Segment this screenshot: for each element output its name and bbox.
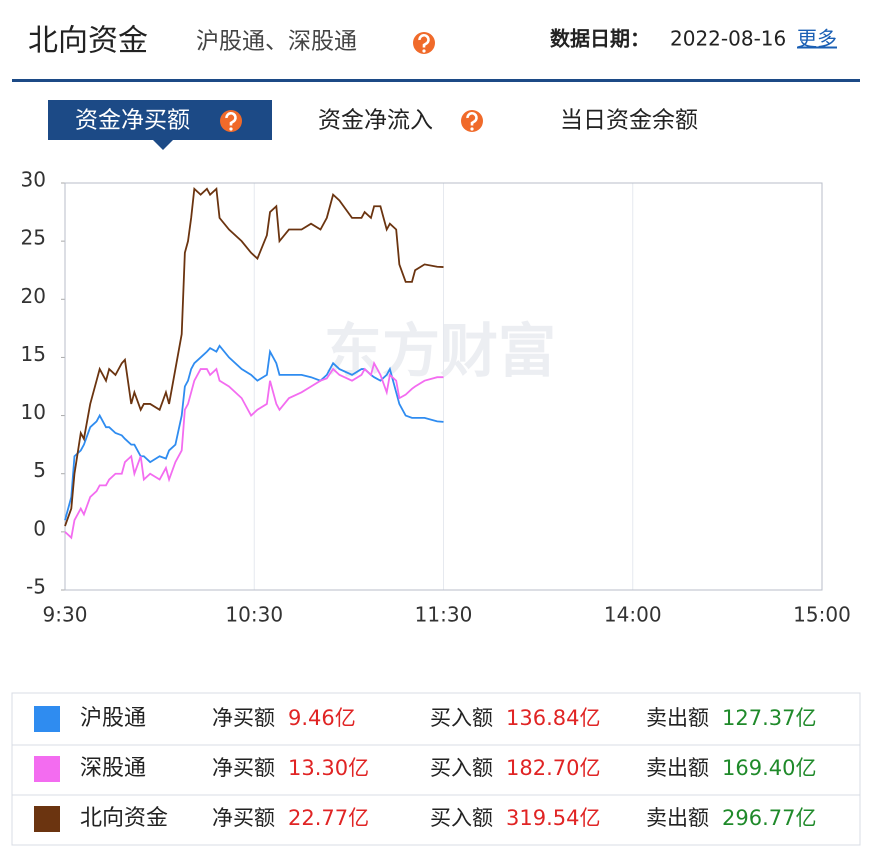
x-tick-label: 9:30 — [43, 603, 88, 627]
legend-table — [11, 692, 861, 846]
cell-value: 182.70亿 — [506, 756, 600, 780]
x-tick-label: 15:00 — [793, 603, 851, 627]
y-tick-label: 20 — [21, 284, 46, 308]
cell-value: 13.30亿 — [288, 756, 369, 780]
tab[interactable]: 资金净买额 — [75, 108, 190, 134]
y-tick-label: 30 — [21, 168, 46, 192]
date-label: 数据日期： — [550, 27, 650, 51]
x-tick-label: 10:30 — [225, 603, 283, 627]
header-rule — [12, 79, 860, 82]
legend-name: 深股通 — [80, 756, 146, 781]
legend-name: 北向资金 — [80, 806, 168, 831]
y-tick-label: 25 — [21, 226, 46, 250]
legend-name: 沪股通 — [80, 706, 146, 731]
legend-swatch — [34, 806, 60, 832]
series-line — [64, 344, 444, 521]
cell-value: 296.77亿 — [722, 806, 816, 830]
series-line — [64, 360, 444, 540]
watermark: 东方财富 — [324, 317, 556, 385]
date: 2022-08-16 — [670, 27, 786, 51]
legend-swatch — [34, 706, 60, 732]
cell-label: 卖出额 — [646, 706, 709, 730]
y-tick-label: -5 — [26, 575, 46, 599]
cell-label: 买入额 — [430, 706, 493, 730]
cell-label: 买入额 — [430, 806, 493, 830]
tab-pointer — [153, 140, 173, 150]
help-icon[interactable] — [220, 110, 242, 132]
x-tick-label: 14:00 — [604, 603, 662, 627]
cell-label: 净买额 — [212, 756, 275, 780]
subtitle: 沪股通、深股通 — [196, 29, 357, 55]
cell-label: 净买额 — [212, 806, 275, 830]
series-line — [64, 186, 444, 527]
title: 北向资金 — [28, 24, 148, 59]
tab[interactable]: 资金净流入 — [318, 108, 433, 134]
y-tick-label: 5 — [33, 458, 46, 482]
cell-value: 319.54亿 — [506, 806, 600, 830]
legend-swatch — [34, 756, 60, 782]
cell-value: 22.77亿 — [288, 806, 369, 830]
cell-label: 净买额 — [212, 706, 275, 730]
x-tick-label: 11:30 — [415, 603, 473, 627]
more-link[interactable]: 更多 — [797, 27, 837, 51]
cell-label: 卖出额 — [646, 806, 709, 830]
y-tick-label: 15 — [21, 342, 46, 366]
y-tick-label: 10 — [21, 400, 46, 424]
tab[interactable]: 当日资金余额 — [560, 108, 698, 134]
cell-label: 买入额 — [430, 756, 493, 780]
help-icon[interactable] — [413, 32, 435, 54]
y-tick-label: 0 — [33, 516, 46, 540]
plot-frame — [64, 182, 823, 591]
cell-value: 169.40亿 — [722, 756, 816, 780]
cell-value: 136.84亿 — [506, 706, 600, 730]
cell-value: 127.37亿 — [722, 706, 816, 730]
cell-value: 9.46亿 — [288, 706, 356, 730]
cell-label: 卖出额 — [646, 756, 709, 780]
help-icon[interactable] — [461, 110, 483, 132]
